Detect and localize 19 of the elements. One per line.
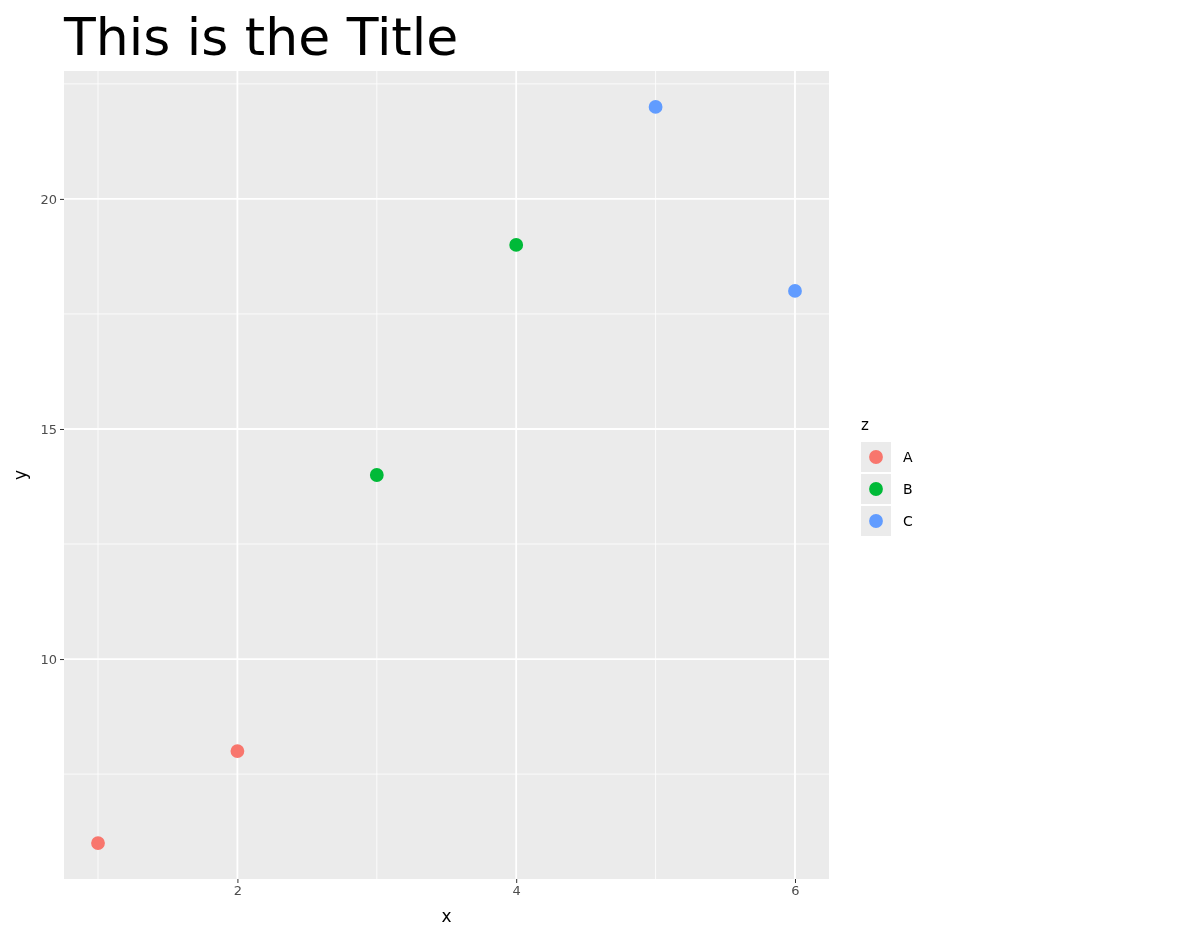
point xyxy=(230,744,245,758)
legend-label: B xyxy=(903,481,913,497)
point xyxy=(509,238,524,252)
x-axis-title: x xyxy=(441,906,452,926)
legend-label: C xyxy=(903,513,913,529)
y-tick-label: 10 xyxy=(40,651,57,667)
x-tick-label: 2 xyxy=(233,883,243,899)
chart-title: This is the Title xyxy=(63,7,459,67)
point xyxy=(369,468,384,482)
y-axis-title: y xyxy=(10,469,30,481)
legend-title: z xyxy=(861,416,869,434)
x-tick-label: 4 xyxy=(512,883,521,899)
legend-label: A xyxy=(903,449,913,465)
point xyxy=(788,284,802,298)
point xyxy=(648,99,663,114)
point xyxy=(91,836,105,851)
y-tick-label: 20 xyxy=(40,191,57,207)
x-tick-label: 6 xyxy=(791,883,800,899)
y-tick-label: 15 xyxy=(40,421,57,437)
